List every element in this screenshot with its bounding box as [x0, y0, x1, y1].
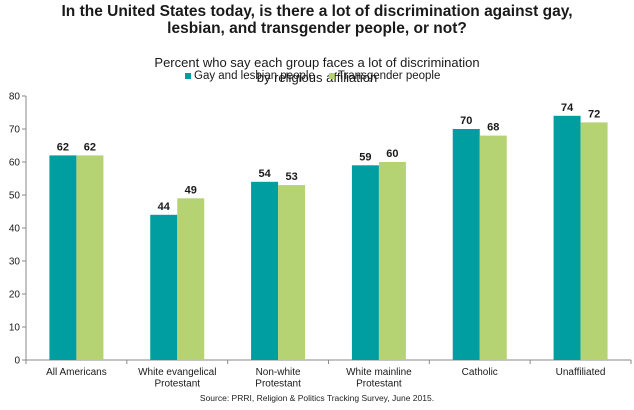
- bar: [378, 162, 406, 360]
- bar: [452, 129, 480, 360]
- data-label: 62: [84, 141, 96, 153]
- x-tick-label: Non-white: [256, 367, 301, 378]
- data-label: 62: [57, 141, 69, 153]
- source-note: Source: PRRI, Religion & Politics Tracki…: [199, 393, 435, 403]
- y-tick-label: 70: [9, 125, 21, 136]
- x-tick-label: All Americans: [46, 367, 107, 378]
- bar: [177, 198, 205, 360]
- x-tick-label: Protestant: [356, 379, 402, 390]
- x-tick-label: Unaffiliated: [556, 367, 606, 378]
- data-label: 70: [460, 115, 472, 127]
- chart-subtitle-line-2: by religious affiliation: [256, 70, 378, 85]
- data-label: 53: [285, 171, 297, 183]
- y-tick-label: 20: [9, 290, 21, 301]
- y-tick-label: 50: [9, 191, 21, 202]
- chart-title: In the United States today, is there a l…: [0, 3, 634, 37]
- chart-subtitle: Percent who say each group faces a lot o…: [0, 55, 634, 85]
- data-label: 60: [386, 148, 398, 160]
- legend-swatch: [185, 73, 191, 79]
- x-tick-label: Catholic: [462, 367, 498, 378]
- data-label: 54: [258, 168, 271, 180]
- chart-subtitle-line-1: Percent who say each group faces a lot o…: [154, 55, 480, 70]
- bar: [553, 115, 581, 360]
- y-tick-label: 0: [14, 356, 20, 367]
- data-label: 72: [588, 108, 600, 120]
- bar: [278, 185, 306, 360]
- y-tick-label: 60: [9, 158, 21, 169]
- data-label: 59: [359, 151, 371, 163]
- y-tick-label: 30: [9, 257, 21, 268]
- legend-label: Transgender people: [338, 70, 441, 82]
- x-tick-label: White mainline: [346, 367, 412, 378]
- bar: [150, 214, 178, 360]
- bar: [351, 165, 379, 360]
- bar: [76, 155, 104, 360]
- chart-title-line-1: In the United States today, is there a l…: [61, 3, 573, 20]
- legend-swatch: [328, 73, 335, 79]
- data-label: 74: [561, 102, 574, 114]
- bar: [49, 155, 77, 360]
- data-label: 49: [185, 184, 197, 196]
- bar: [479, 135, 507, 360]
- data-label: 44: [158, 201, 171, 213]
- y-tick-label: 40: [9, 224, 21, 235]
- x-tick-label: White evangelical: [138, 367, 216, 378]
- y-tick-label: 80: [9, 92, 21, 103]
- chart-title-line-2: lesbian, and transgender people, or not?: [167, 20, 467, 37]
- x-tick-label: Protestant: [154, 379, 200, 390]
- y-tick-label: 10: [9, 323, 21, 334]
- bar: [251, 181, 279, 360]
- bar: [580, 122, 608, 361]
- x-tick-label: Protestant: [255, 379, 301, 390]
- data-label: 68: [487, 122, 499, 134]
- legend-label: Gay and lesbian people: [194, 70, 315, 82]
